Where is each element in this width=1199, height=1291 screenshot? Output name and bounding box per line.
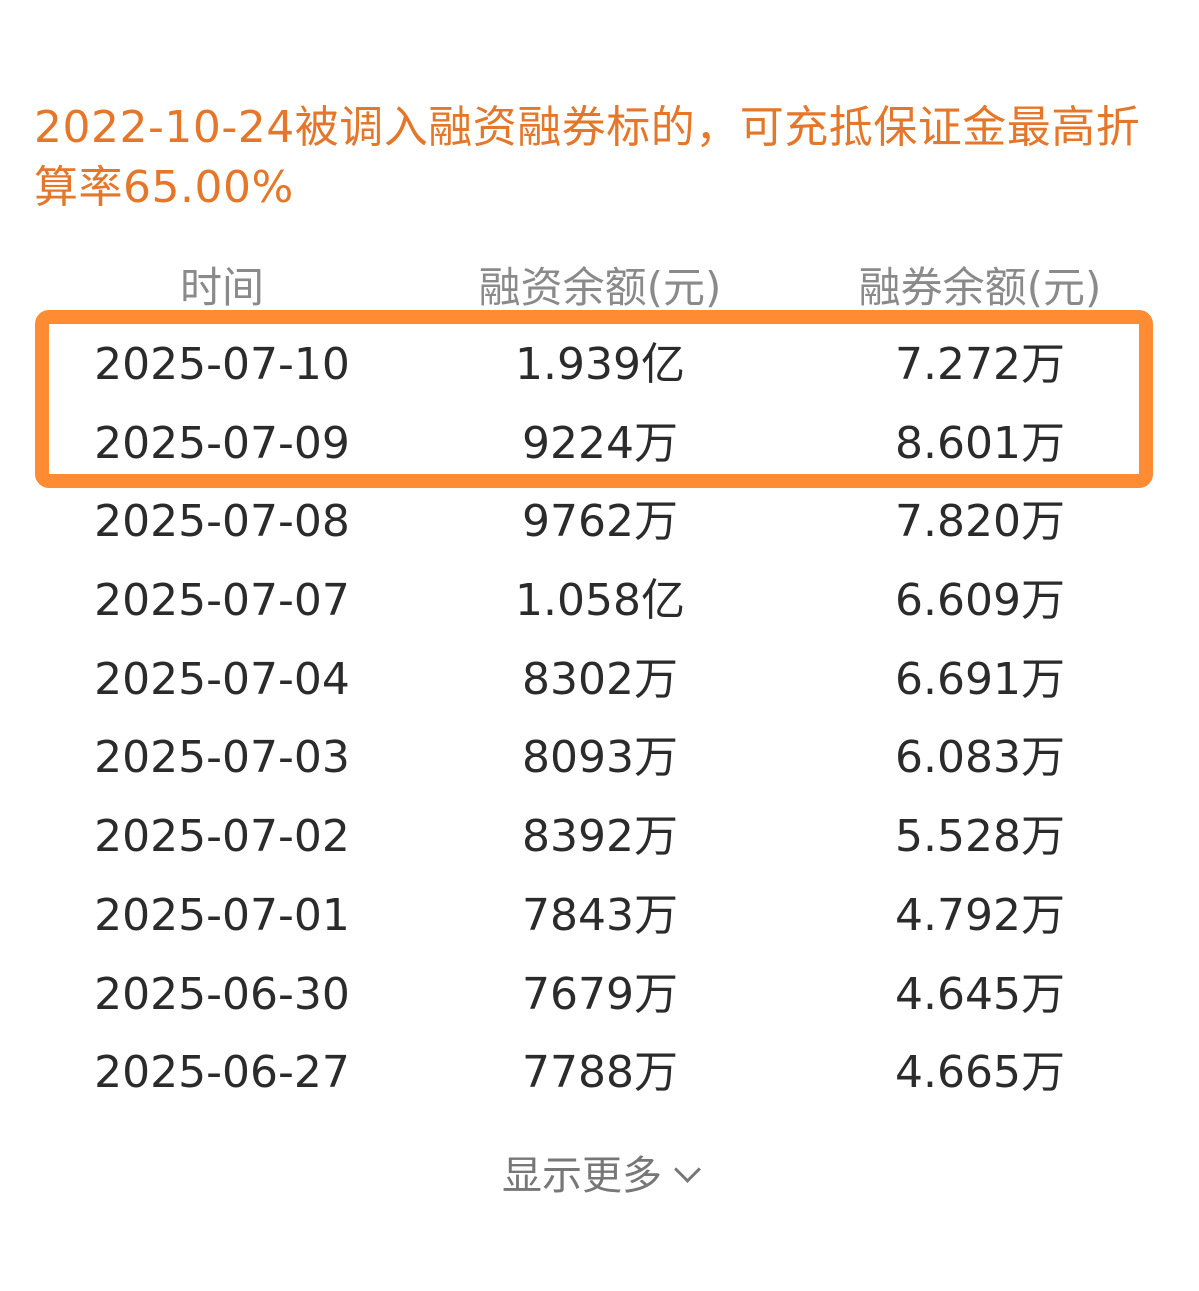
cell-financing-balance: 7843万: [522, 889, 678, 941]
cell-financing-balance: 8302万: [522, 653, 678, 705]
table-row: 2025-07-08 9762万 7.820万: [0, 483, 1199, 562]
show-more-label: 显示更多: [502, 1153, 662, 1199]
cell-financing-balance: 9762万: [522, 496, 678, 548]
cell-date: 2025-07-04: [94, 653, 350, 705]
table-row: 2025-07-04 8302万 6.691万: [0, 641, 1199, 720]
table-row: 2025-07-02 8392万 5.528万: [0, 798, 1199, 877]
cell-securities-balance: 7.272万: [895, 339, 1065, 390]
header-securities-lending-balance: 融券余额(元): [858, 263, 1102, 312]
table-row: 2025-07-01 7843万 4.792万: [0, 877, 1199, 956]
cell-financing-balance: 8093万: [522, 732, 678, 784]
cell-date: 2025-07-07: [94, 575, 350, 627]
cell-date: 2025-07-03: [94, 732, 350, 784]
cell-financing-balance: 7788万: [522, 1047, 678, 1099]
cell-date: 2025-07-08: [94, 496, 350, 548]
table-row: 2025-07-07 1.058亿 6.609万: [0, 562, 1199, 641]
cell-date: 2025-07-02: [94, 811, 350, 863]
header-financing-balance: 融资余额(元): [478, 263, 722, 312]
cell-financing-balance: 1.939亿: [515, 339, 685, 390]
cell-date: 2025-06-30: [94, 968, 350, 1020]
cell-securities-balance: 7.820万: [895, 496, 1065, 548]
cell-securities-balance: 6.083万: [895, 732, 1065, 784]
table-row: 2025-07-03 8093万 6.083万: [0, 719, 1199, 798]
cell-securities-balance: 8.601万: [895, 417, 1065, 469]
cell-date: 2025-07-09: [94, 417, 350, 469]
cell-date: 2025-07-10: [94, 339, 350, 390]
table-body: 2025-07-10 1.939亿 7.272万 2025-07-09 9224…: [0, 326, 1199, 1113]
table-row: 2025-06-27 7788万 4.665万: [0, 1034, 1199, 1113]
header-date: 时间: [179, 263, 264, 312]
table-row: 2025-07-09 9224万 8.601万: [0, 405, 1199, 484]
table-header: 时间 融资余额(元) 融券余额(元): [0, 258, 1199, 318]
cell-date: 2025-06-27: [94, 1047, 350, 1099]
cell-financing-balance: 9224万: [522, 417, 678, 469]
cell-securities-balance: 4.792万: [895, 889, 1065, 941]
cell-financing-balance: 8392万: [522, 811, 678, 863]
cell-financing-balance: 1.058亿: [515, 575, 685, 627]
cell-securities-balance: 5.528万: [895, 811, 1065, 863]
chevron-down-icon: [674, 1156, 701, 1183]
cell-financing-balance: 7679万: [522, 968, 678, 1020]
table-row: 2025-07-10 1.939亿 7.272万: [0, 326, 1199, 405]
show-more-button[interactable]: 显示更多: [0, 1146, 1199, 1206]
margin-trading-notice: 2022-10-24被调入融资融券标的，可充抵保证金最高折算率65.00%: [34, 102, 1141, 213]
cell-date: 2025-07-01: [94, 889, 350, 941]
cell-securities-balance: 4.665万: [895, 1047, 1065, 1099]
cell-securities-balance: 6.691万: [895, 653, 1065, 705]
table-row: 2025-06-30 7679万 4.645万: [0, 956, 1199, 1035]
cell-securities-balance: 4.645万: [895, 968, 1065, 1020]
cell-securities-balance: 6.609万: [895, 575, 1065, 627]
